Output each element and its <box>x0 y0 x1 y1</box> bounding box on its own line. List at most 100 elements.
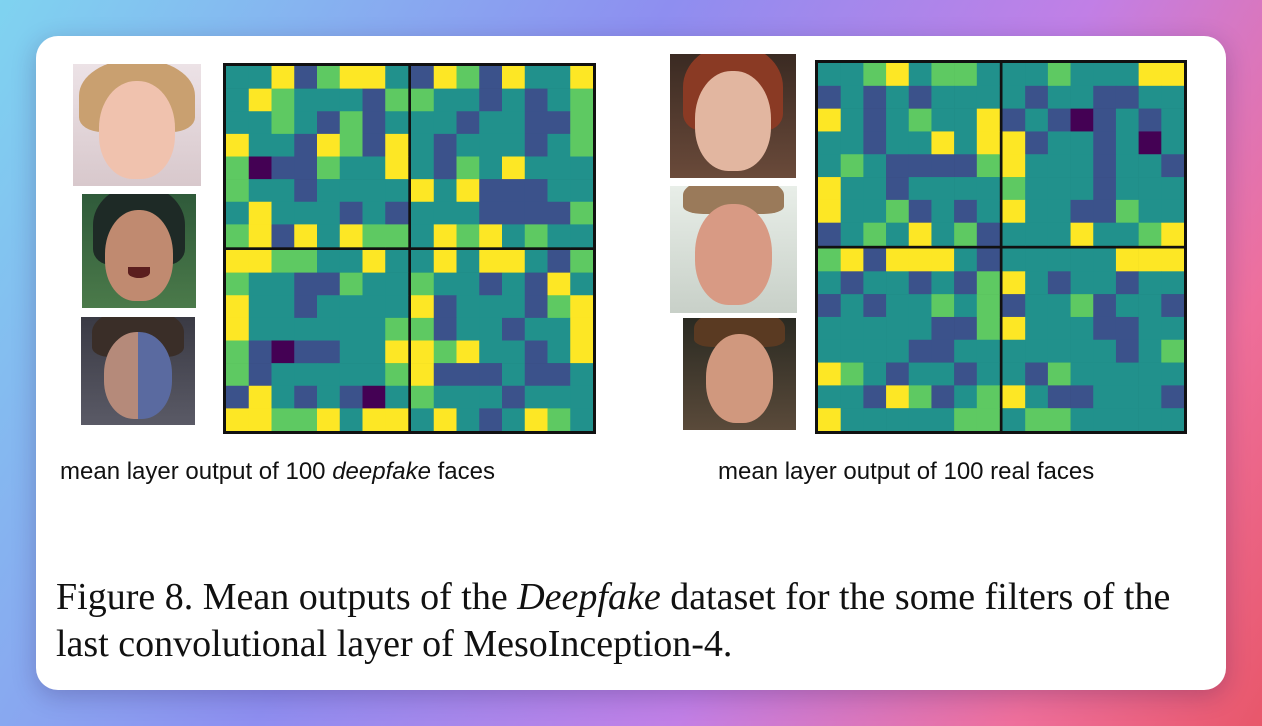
heatmap-cell <box>954 222 978 246</box>
heatmap-cell <box>931 131 955 155</box>
heatmap-cell <box>886 362 910 386</box>
heatmap-cell <box>1093 154 1117 178</box>
heatmap-cell <box>1115 199 1139 223</box>
heatmap-cell <box>1138 85 1162 109</box>
heatmap-cell <box>248 385 272 409</box>
heatmap-cell <box>863 385 887 409</box>
heatmap-cell <box>271 88 295 112</box>
heatmap-cell <box>954 294 978 318</box>
heatmap-cell <box>362 156 386 180</box>
heatmap-cell <box>385 340 409 364</box>
heatmap-cell <box>1161 63 1184 87</box>
heatmap-cell <box>385 385 409 409</box>
heatmap-cell <box>1002 85 1026 109</box>
heatmap-cell <box>547 408 571 431</box>
heatmap-cell <box>1025 316 1049 341</box>
heatmap-cell <box>1025 108 1049 132</box>
heatmap-cell <box>1115 362 1139 386</box>
heatmap-cell <box>456 156 480 180</box>
heatmap-cell <box>1138 408 1162 431</box>
heatmap-cell <box>818 385 841 409</box>
heatmap-cell <box>1047 131 1071 155</box>
heatmap-cell <box>385 272 409 296</box>
heatmap-cell <box>339 408 363 431</box>
heatmap-cell <box>886 154 910 178</box>
heatmap-cell <box>479 66 503 89</box>
heatmap-cell <box>570 250 593 273</box>
heatmap-cell <box>411 156 435 180</box>
deepfake-face-image-3 <box>81 317 195 425</box>
heatmap-cell <box>524 66 548 89</box>
heatmap-cell <box>411 363 435 387</box>
heatmap-cell <box>1138 63 1162 87</box>
heatmap-cell <box>908 408 932 431</box>
heatmap-cell <box>271 250 295 273</box>
heatmap-cell <box>226 88 250 112</box>
heatmap-cell <box>547 133 571 157</box>
heatmap-cell <box>317 224 341 248</box>
heatmap-cell <box>1115 108 1139 132</box>
heatmap-cell <box>456 340 480 364</box>
heatmap-cell <box>433 66 457 89</box>
heatmap-cell <box>294 385 318 409</box>
deepfake-subcaption: mean layer output of 100 deepfake faces <box>60 458 495 486</box>
heatmap-cell <box>1047 362 1071 386</box>
heatmap-cell <box>317 179 341 203</box>
heatmap-cell <box>1115 408 1139 431</box>
heatmap-cell <box>931 316 955 341</box>
heatmap-cell <box>818 154 841 178</box>
heatmap-cell <box>908 248 932 272</box>
heatmap-cell <box>840 316 864 341</box>
heatmap-cell <box>931 222 955 246</box>
heatmap-cell <box>1093 385 1117 409</box>
heatmap-cell <box>226 224 250 248</box>
heatmap-cell <box>271 201 295 225</box>
heatmap-cell <box>1025 63 1049 87</box>
real-subcaption-text: mean layer output of 100 real faces <box>718 458 1095 485</box>
heatmap-cell <box>456 408 480 431</box>
heatmap-cell <box>248 295 272 319</box>
heatmap-cell <box>886 108 910 132</box>
heatmap-cell <box>385 224 409 248</box>
heatmap-cell <box>1002 271 1026 295</box>
heatmap-cell <box>524 317 548 341</box>
heatmap-cell <box>840 248 864 272</box>
heatmap-cell <box>226 66 250 89</box>
heatmap-cell <box>1161 362 1184 386</box>
heatmap-cell <box>863 408 887 431</box>
heatmap-cell <box>502 340 526 364</box>
heatmap-cell <box>863 316 887 341</box>
heatmap-cell <box>226 133 250 157</box>
heatmap-cell <box>1115 154 1139 178</box>
heatmap-cell <box>1161 339 1184 363</box>
heatmap-cell <box>1138 294 1162 318</box>
heatmap-cell <box>1070 248 1094 272</box>
heatmap-cell <box>339 111 363 135</box>
heatmap-cell <box>570 111 593 135</box>
heatmap-cell <box>271 111 295 135</box>
heatmap-cell <box>1138 131 1162 155</box>
heatmap-cell <box>411 317 435 341</box>
heatmap-cell <box>863 294 887 318</box>
heatmap-cell <box>954 339 978 363</box>
heatmap-cell <box>1070 339 1094 363</box>
heatmap-cell <box>271 133 295 157</box>
heatmap-cell <box>547 156 571 180</box>
heatmap-cell <box>570 340 593 364</box>
heatmap-cell <box>840 85 864 109</box>
heatmap-cell <box>1002 408 1026 431</box>
heatmap-cell <box>1070 199 1094 223</box>
heatmap-cell <box>411 385 435 409</box>
heatmap-cell <box>1070 316 1094 341</box>
heatmap-cell <box>317 111 341 135</box>
heatmap-cell <box>976 271 1000 295</box>
heatmap-cell <box>570 363 593 387</box>
heatmap-cell <box>271 408 295 431</box>
heatmap-cell <box>976 339 1000 363</box>
heatmap-cell <box>886 248 910 272</box>
heatmap-cell <box>886 177 910 201</box>
heatmap-cell <box>818 177 841 201</box>
heatmap-cell <box>976 294 1000 318</box>
heatmap-cell <box>1138 199 1162 223</box>
heatmap-cell <box>362 408 386 431</box>
